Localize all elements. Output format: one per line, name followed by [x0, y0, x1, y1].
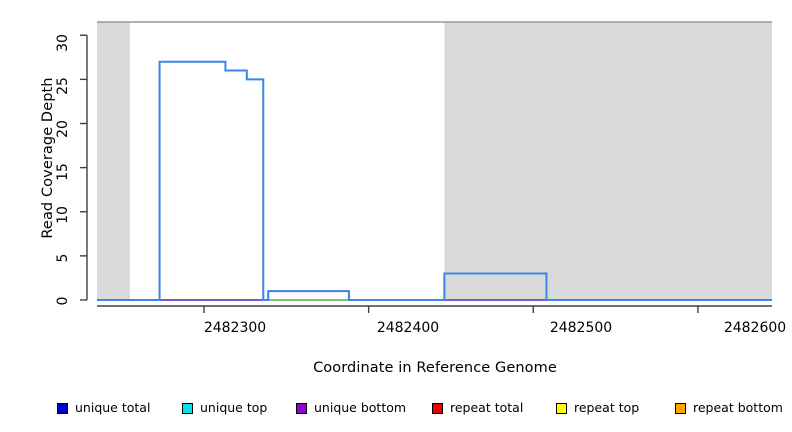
legend-item-unique-bottom[interactable]: unique bottom — [296, 398, 406, 418]
y-tick-label-30: 30 — [55, 34, 71, 52]
x-tick-label-2482600: 2482600 — [723, 320, 787, 336]
legend-item-unique-top[interactable]: unique top — [182, 398, 267, 418]
legend-swatch-unique-top — [182, 402, 193, 414]
legend-label-unique-bottom: unique bottom — [314, 400, 407, 415]
legend-label-unique-total: unique total — [75, 400, 151, 415]
y-tick-label-15: 15 — [55, 163, 71, 181]
y-axis-title: Read Coverage Depth — [40, 77, 56, 239]
legend-label-repeat-bottom: repeat bottom — [693, 400, 783, 415]
shaded-region-1 — [444, 22, 772, 300]
legend-swatch-repeat-bottom — [675, 402, 686, 414]
y-tick-label-10: 10 — [55, 206, 71, 224]
x-tick-label-2482300: 2482300 — [203, 320, 267, 336]
x-axis-title: Coordinate in Reference Genome — [313, 360, 557, 376]
legend-item-repeat-bottom[interactable]: repeat bottom — [675, 398, 783, 418]
legend-label-repeat-top: repeat top — [574, 400, 640, 415]
chart-legend: unique total unique top unique bottom re… — [0, 398, 792, 420]
shaded-region-0 — [97, 22, 130, 300]
legend-item-repeat-total[interactable]: repeat total — [432, 398, 523, 418]
legend-item-unique-total[interactable]: unique total — [57, 398, 150, 418]
legend-item-repeat-top[interactable]: repeat top — [556, 398, 639, 418]
y-tick-label-20: 20 — [55, 120, 71, 138]
y-tick-label-25: 25 — [55, 77, 71, 95]
legend-label-unique-top: unique top — [200, 400, 268, 415]
legend-swatch-unique-bottom — [296, 402, 307, 414]
y-tick-label-5: 5 — [55, 253, 71, 263]
x-tick-label-2482500: 2482500 — [549, 320, 613, 336]
legend-swatch-repeat-top — [556, 402, 567, 414]
legend-swatch-unique-total — [57, 402, 68, 414]
y-tick-label-0: 0 — [55, 296, 71, 306]
legend-swatch-repeat-total — [432, 402, 443, 414]
legend-label-repeat-total: repeat total — [450, 400, 524, 415]
x-tick-label-2482400: 2482400 — [376, 320, 440, 336]
series-line-unique-total — [97, 60, 772, 301]
